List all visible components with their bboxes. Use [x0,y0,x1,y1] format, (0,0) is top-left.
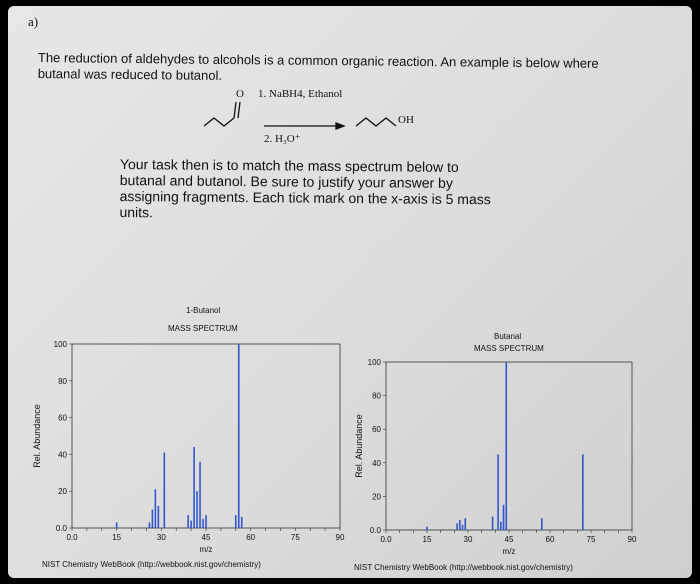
spectrum-2-chart: 0.0 15 30 45 60 75 90 0.0 20 40 60 80 100 m/z Rel. Abu… [354,358,637,556]
y-tick-label: 20 [372,492,381,501]
x-axis-label: m/z [503,547,516,556]
spectrum-2-title: Butanal [494,332,522,341]
y-axis-label: Rel. Abundance [32,404,42,468]
y-tick-label: 60 [372,425,381,434]
hydroxyl-label: OH [398,114,414,126]
reaction-structures [203,101,397,130]
y-axis-label: Rel. Abundance [354,414,364,478]
plot-frame [71,343,341,529]
x-tick-label: 45 [505,535,514,544]
intro-text: The reduction of aldehydes to alcohols i… [38,50,658,88]
y-tick-label: 40 [58,450,67,459]
y-tick-label: 80 [372,392,381,401]
y-tick-label: 20 [58,487,67,496]
x-tick-label: 90 [336,533,345,542]
x-tick-label: 75 [587,535,596,544]
y-tick-label: 80 [58,377,67,386]
spectrum-1-chart: 0.0 15 30 45 60 75 90 0.0 20 40 60 80 100 m/z Rel. Abu… [32,340,345,554]
spectrum-1-title: 1-Butanol [186,306,221,315]
carbonyl-bond-2 [237,101,241,119]
y-tick-label: 0.0 [370,526,382,535]
x-tick-label: 30 [464,535,473,544]
y-tick-label: 40 [372,459,381,468]
x-tick-label: 45 [202,533,211,542]
spectrum-2-credit: NIST Chemistry WebBook (http://webbook.n… [354,563,573,572]
x-tick-label: 15 [423,535,432,544]
carbonyl-oxygen-label: O [236,88,244,100]
x-tick-label: 0.0 [66,533,78,542]
y-tick-label: 0.0 [56,524,68,533]
question-label: a) [28,14,39,29]
x-tick-label: 60 [246,533,255,542]
y-tick-label: 100 [368,358,382,367]
reaction-step-1: 1. NaBH4, Ethanol [258,88,343,100]
reaction-scheme: O 1. NaBH4, Ethanol OH 2. H₃O⁺ [198,88,458,150]
carbonyl-bond [233,101,237,119]
reaction-step-2: 2. H₃O⁺ [264,133,301,145]
worksheet: a) The reduction of aldehydes to alcohol… [8,6,692,578]
y-tick-label: 60 [58,414,67,423]
task-text: Your task then is to match the mass spec… [119,156,550,224]
x-axis-label: m/z [200,545,213,554]
spectrum-1-subtitle: MASS SPECTRUM [168,324,238,333]
x-tick-label: 60 [546,535,555,544]
x-tick-label: 30 [157,533,166,542]
x-tick-label: 0.0 [380,535,392,544]
reaction-arrow-head [335,122,346,130]
spectrum-2-subtitle: MASS SPECTRUM [474,344,544,353]
x-tick-label: 75 [291,533,300,542]
x-tick-label: 15 [112,533,121,542]
plot-frame [385,361,633,531]
butanal-skeleton [203,117,235,127]
x-tick-label: 90 [628,535,637,544]
spectrum-1-credit: NIST Chemistry WebBook (http://webbook.n… [42,560,261,569]
y-tick-label: 100 [54,340,68,349]
butanol-skeleton [355,117,397,127]
